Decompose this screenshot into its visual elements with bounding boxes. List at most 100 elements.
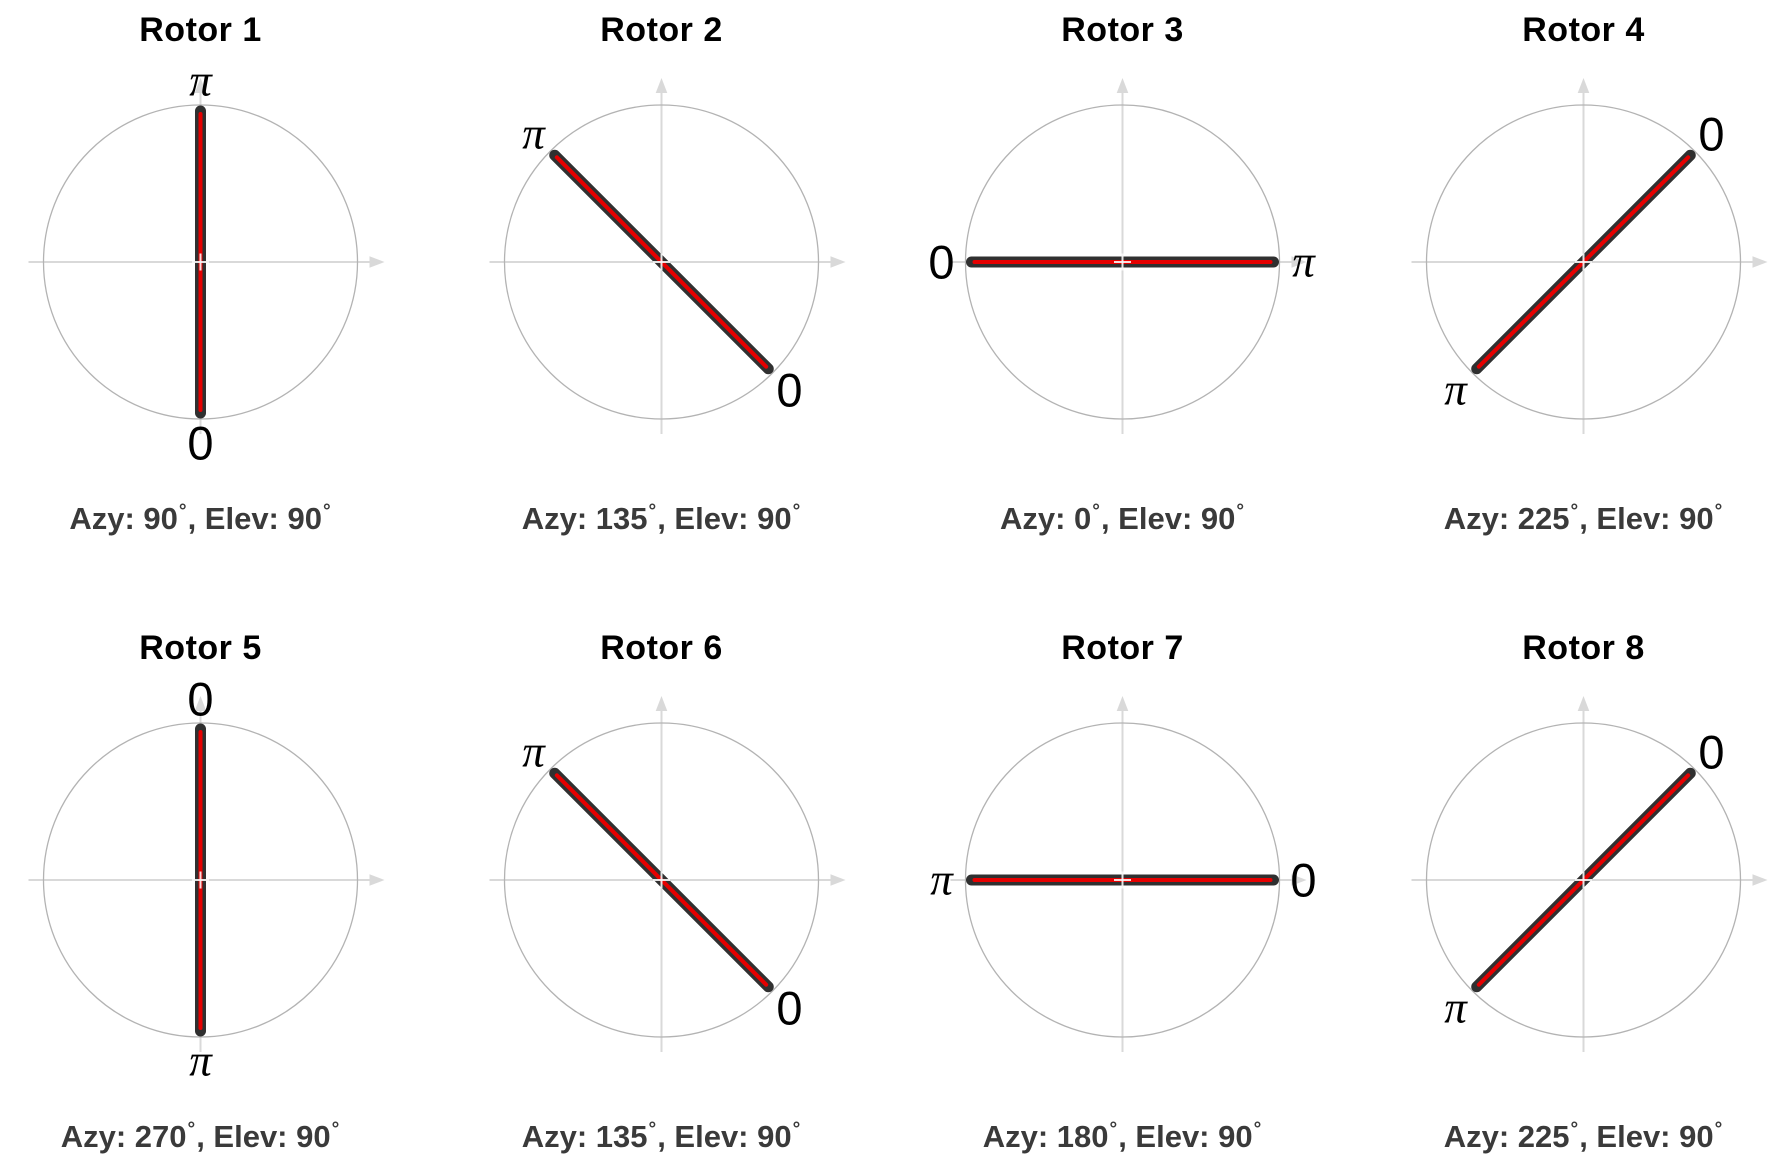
elevation-value: 90 (1679, 1118, 1714, 1154)
rotor-title: Rotor 6 (600, 628, 723, 667)
caption-elev-prefix: , Elev: (1579, 500, 1680, 536)
phase-label-pi: π (522, 726, 545, 777)
phase-label-pi: π (189, 55, 212, 106)
rotor-caption: Azy: 225°, Elev: 90° (1353, 1108, 1790, 1159)
degree-symbol: ° (331, 1118, 340, 1140)
polar-axes (489, 695, 846, 1052)
azimuth-value: 225 (1517, 1118, 1570, 1154)
rotor-title: Rotor 1 (139, 11, 262, 49)
degree-symbol: ° (1570, 501, 1579, 522)
rotor-caption: Azy: 135°, Elev: 90° (431, 490, 892, 541)
phase-label-pi: π (189, 1035, 212, 1086)
y-axis-arrow-icon (655, 78, 668, 93)
caption-azy-prefix: Azy: (60, 1118, 135, 1154)
rotor-title: Rotor 2 (600, 11, 723, 49)
elevation-value: 90 (757, 1118, 792, 1154)
rotor-title: Rotor 8 (1522, 628, 1645, 667)
rotor-caption: Azy: 225°, Elev: 90° (1353, 490, 1790, 541)
phase-label-zero: 0 (187, 416, 214, 470)
degree-symbol: ° (792, 501, 801, 522)
x-axis-arrow-icon (1291, 874, 1307, 886)
elevation-value: 90 (1679, 500, 1714, 536)
azimuth-value: 180 (1056, 1118, 1109, 1154)
caption-azy-prefix: Azy: (1443, 500, 1518, 536)
elevation-value: 90 (287, 500, 322, 536)
caption-elev-prefix: , Elev: (1579, 1118, 1680, 1154)
degree-symbol: ° (1570, 1118, 1579, 1140)
caption-azy-prefix: Azy: (521, 500, 596, 536)
x-axis-arrow-icon (830, 256, 846, 268)
polar-plot: 0 π (1353, 60, 1790, 464)
caption-azy-prefix: Azy: (1443, 1118, 1518, 1154)
caption-elev-prefix: , Elev: (196, 1118, 297, 1154)
degree-symbol: ° (1253, 1118, 1262, 1140)
y-axis-arrow-icon (1577, 695, 1590, 711)
phase-label-zero: 0 (776, 981, 803, 1035)
phase-label-zero: 0 (187, 672, 214, 726)
polar-grid-circle (964, 722, 1281, 1038)
rotor-caption: Azy: 135°, Elev: 90° (431, 1108, 892, 1159)
phase-label-pi: π (930, 854, 953, 905)
polar-plot: 0 π (431, 678, 892, 1082)
polar-plot: 0 π (892, 60, 1353, 464)
elevation-value: 90 (1200, 500, 1236, 536)
rotor-caption: Azy: 180°, Elev: 90° (892, 1108, 1353, 1159)
azimuth-value: 270 (134, 1118, 187, 1154)
phase-label-pi: π (1292, 236, 1315, 287)
degree-symbol: ° (1109, 1118, 1118, 1140)
phase-label-pi: π (1444, 364, 1467, 415)
elevation-value: 90 (757, 500, 792, 536)
elevation-value: 90 (1218, 1118, 1253, 1154)
degree-symbol: ° (648, 501, 657, 522)
rotor-panel: Rotor 6 0 π Azy: 135°, Elev: 90° (431, 618, 892, 1159)
rotor-caption: Azy: 90°, Elev: 90° (0, 490, 431, 541)
y-axis-arrow-icon (655, 695, 668, 711)
caption-azy-prefix: Azy: (69, 500, 144, 536)
polar-grid-circle (42, 104, 359, 420)
rotor-title: Rotor 5 (139, 628, 262, 667)
polar-grid-circle (503, 722, 820, 1038)
phase-label-zero: 0 (1698, 107, 1725, 161)
phase-label-zero: 0 (928, 235, 955, 289)
phase-label-pi: π (1444, 982, 1467, 1033)
rotor-panel: Rotor 5 0 π Azy: 270°, Elev: 90° (0, 618, 431, 1159)
y-axis-arrow-icon (194, 78, 207, 93)
azimuth-value: 225 (1517, 500, 1570, 536)
rotor-title: Rotor 4 (1522, 11, 1645, 49)
polar-axes (950, 78, 1307, 434)
rotor-caption: Azy: 270°, Elev: 90° (0, 1108, 431, 1159)
phase-label-pi: π (522, 108, 545, 159)
polar-axes (1411, 695, 1768, 1052)
degree-symbol: ° (178, 501, 187, 522)
y-axis-arrow-icon (1577, 78, 1590, 93)
polar-plot: 0 π (0, 672, 431, 1086)
polar-grid-circle (964, 104, 1281, 420)
y-axis-arrow-icon (1116, 695, 1129, 711)
rotor-title: Rotor 3 (1061, 11, 1184, 49)
rotor-panel: Rotor 3 0 π Azy: 0°, Elev: 90° (892, 0, 1353, 541)
polar-axes (28, 695, 385, 1052)
polar-grid-circle (1425, 104, 1742, 420)
polar-axes (28, 78, 385, 434)
degree-symbol: ° (1714, 501, 1723, 522)
caption-elev-prefix: , Elev: (1118, 1118, 1219, 1154)
azimuth-value: 90 (143, 500, 178, 536)
polar-axes (1411, 78, 1768, 434)
degree-symbol: ° (1236, 501, 1245, 522)
degree-symbol: ° (1714, 1118, 1723, 1140)
azimuth-value: 0 (1074, 500, 1092, 536)
polar-axes (950, 695, 1307, 1052)
rotor-panel: Rotor 2 0 π Azy: 135°, Elev: 90° (431, 0, 892, 541)
caption-elev-prefix: , Elev: (1100, 500, 1201, 536)
phase-label-zero: 0 (1698, 725, 1725, 779)
caption-azy-prefix: Azy: (982, 1118, 1057, 1154)
polar-plot: 0 π (892, 678, 1353, 1082)
rotor-caption: Azy: 0°, Elev: 90° (892, 490, 1353, 541)
rotor-title: Rotor 7 (1061, 628, 1184, 667)
x-axis-arrow-icon (1752, 874, 1768, 886)
y-axis-arrow-icon (194, 695, 207, 711)
x-axis-arrow-icon (369, 256, 385, 268)
x-axis-arrow-icon (369, 874, 385, 886)
degree-symbol: ° (648, 1118, 657, 1140)
